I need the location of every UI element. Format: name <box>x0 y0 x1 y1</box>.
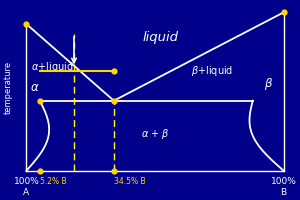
Text: $\beta$: $\beta$ <box>264 76 273 92</box>
Text: $\alpha$+liquid: $\alpha$+liquid <box>31 60 73 74</box>
Text: $\alpha$ + $\beta$: $\alpha$ + $\beta$ <box>141 127 169 141</box>
Text: 100%
A: 100% A <box>14 177 39 197</box>
Text: 100%
B: 100% B <box>271 177 297 197</box>
Text: 5.2% B: 5.2% B <box>40 177 66 186</box>
Text: $\beta$+liquid: $\beta$+liquid <box>190 64 233 78</box>
Text: 34.5% B: 34.5% B <box>114 177 146 186</box>
Text: liquid: liquid <box>142 31 178 44</box>
Text: temperature: temperature <box>4 61 13 114</box>
Text: $\alpha$: $\alpha$ <box>30 81 39 94</box>
